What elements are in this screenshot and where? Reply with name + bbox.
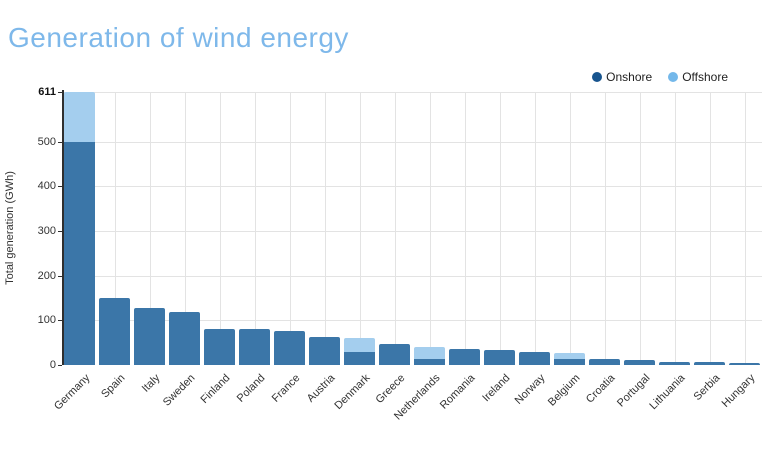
bar-portugal-onshore[interactable] bbox=[624, 360, 655, 365]
y-axis-title: Total generation (GWh) bbox=[4, 171, 16, 285]
y-tick-label: 500 bbox=[37, 135, 56, 148]
bar-netherlands-onshore[interactable] bbox=[414, 359, 445, 365]
y-tick-mark bbox=[58, 92, 62, 93]
legend-item-onshore[interactable]: Onshore bbox=[592, 70, 652, 84]
gridline-vertical bbox=[184, 92, 186, 365]
bar-ireland-onshore[interactable] bbox=[484, 350, 515, 365]
y-tick-label: 200 bbox=[37, 269, 56, 282]
y-tick-mark bbox=[58, 141, 62, 143]
gridline-vertical bbox=[464, 92, 466, 365]
bar-lithuania-onshore[interactable] bbox=[659, 361, 690, 365]
gridline-vertical bbox=[149, 92, 151, 365]
bar-germany-offshore[interactable] bbox=[64, 92, 95, 142]
gridline-horizontal bbox=[62, 92, 762, 93]
bar-norway-onshore[interactable] bbox=[519, 352, 550, 365]
offshore-legend-dot-icon bbox=[668, 72, 679, 82]
y-tick-mark bbox=[58, 186, 62, 188]
legend: Onshore Offshore bbox=[592, 70, 728, 84]
gridline-horizontal bbox=[62, 320, 762, 322]
gridline-vertical bbox=[744, 92, 746, 365]
gridline-horizontal bbox=[62, 230, 762, 232]
gridline-vertical bbox=[604, 92, 606, 365]
y-tick-label: 300 bbox=[37, 224, 56, 237]
y-tick-mark bbox=[58, 275, 62, 277]
gridline-vertical bbox=[709, 92, 711, 365]
bar-belgium-offshore[interactable] bbox=[554, 352, 585, 360]
bar-austria-onshore[interactable] bbox=[309, 337, 340, 365]
gridline-vertical bbox=[429, 92, 431, 365]
bar-serbia-onshore[interactable] bbox=[694, 361, 725, 365]
y-tick-label: 400 bbox=[37, 180, 56, 193]
bar-hungary-onshore[interactable] bbox=[729, 362, 760, 365]
bar-france-onshore[interactable] bbox=[274, 331, 305, 365]
gridline-vertical bbox=[674, 92, 676, 365]
bar-finland-onshore[interactable] bbox=[204, 328, 235, 365]
bar-sweden-onshore[interactable] bbox=[169, 312, 200, 365]
gridline-vertical bbox=[254, 92, 256, 365]
bar-belgium-onshore[interactable] bbox=[554, 359, 585, 365]
legend-label: Offshore bbox=[682, 70, 728, 84]
bar-denmark-onshore[interactable] bbox=[344, 352, 375, 365]
chart-title: Generation of wind energy bbox=[8, 22, 349, 53]
legend-label: Onshore bbox=[606, 70, 653, 84]
bar-spain-onshore[interactable] bbox=[99, 297, 130, 365]
y-tick-label: 0 bbox=[49, 359, 56, 371]
bar-denmark-offshore[interactable] bbox=[344, 338, 375, 353]
gridline-horizontal bbox=[62, 186, 762, 188]
gridline-vertical bbox=[639, 92, 641, 365]
y-axis-line bbox=[62, 90, 64, 365]
gridline-vertical bbox=[359, 92, 361, 365]
gridline-horizontal bbox=[62, 275, 762, 277]
bar-italy-onshore[interactable] bbox=[134, 308, 165, 365]
bar-croatia-onshore[interactable] bbox=[589, 359, 620, 365]
gridline-horizontal bbox=[62, 141, 762, 143]
y-tick-mark bbox=[58, 365, 62, 366]
y-tick-label: 100 bbox=[37, 314, 56, 327]
gridline-vertical bbox=[499, 92, 501, 365]
bar-romania-onshore[interactable] bbox=[449, 349, 480, 365]
gridline-vertical bbox=[569, 92, 571, 365]
bar-poland-onshore[interactable] bbox=[239, 328, 270, 365]
y-tick-label: 611 bbox=[38, 86, 56, 98]
gridline-vertical bbox=[289, 92, 291, 365]
bar-greece-onshore[interactable] bbox=[379, 344, 410, 365]
y-tick-mark bbox=[58, 320, 62, 322]
gridline-vertical bbox=[394, 92, 396, 365]
gridline-vertical bbox=[534, 92, 536, 365]
y-tick-mark bbox=[58, 230, 62, 232]
gridline-vertical bbox=[219, 92, 221, 365]
bar-germany-onshore[interactable] bbox=[64, 141, 95, 365]
bar-netherlands-offshore[interactable] bbox=[414, 347, 445, 360]
legend-item-offshore[interactable]: Offshore bbox=[668, 70, 728, 84]
gridline-vertical bbox=[324, 92, 326, 365]
gridline-vertical bbox=[114, 92, 116, 365]
onshore-legend-dot-icon bbox=[592, 72, 603, 82]
